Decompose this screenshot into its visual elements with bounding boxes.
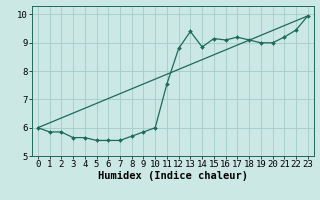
X-axis label: Humidex (Indice chaleur): Humidex (Indice chaleur)	[98, 171, 248, 181]
